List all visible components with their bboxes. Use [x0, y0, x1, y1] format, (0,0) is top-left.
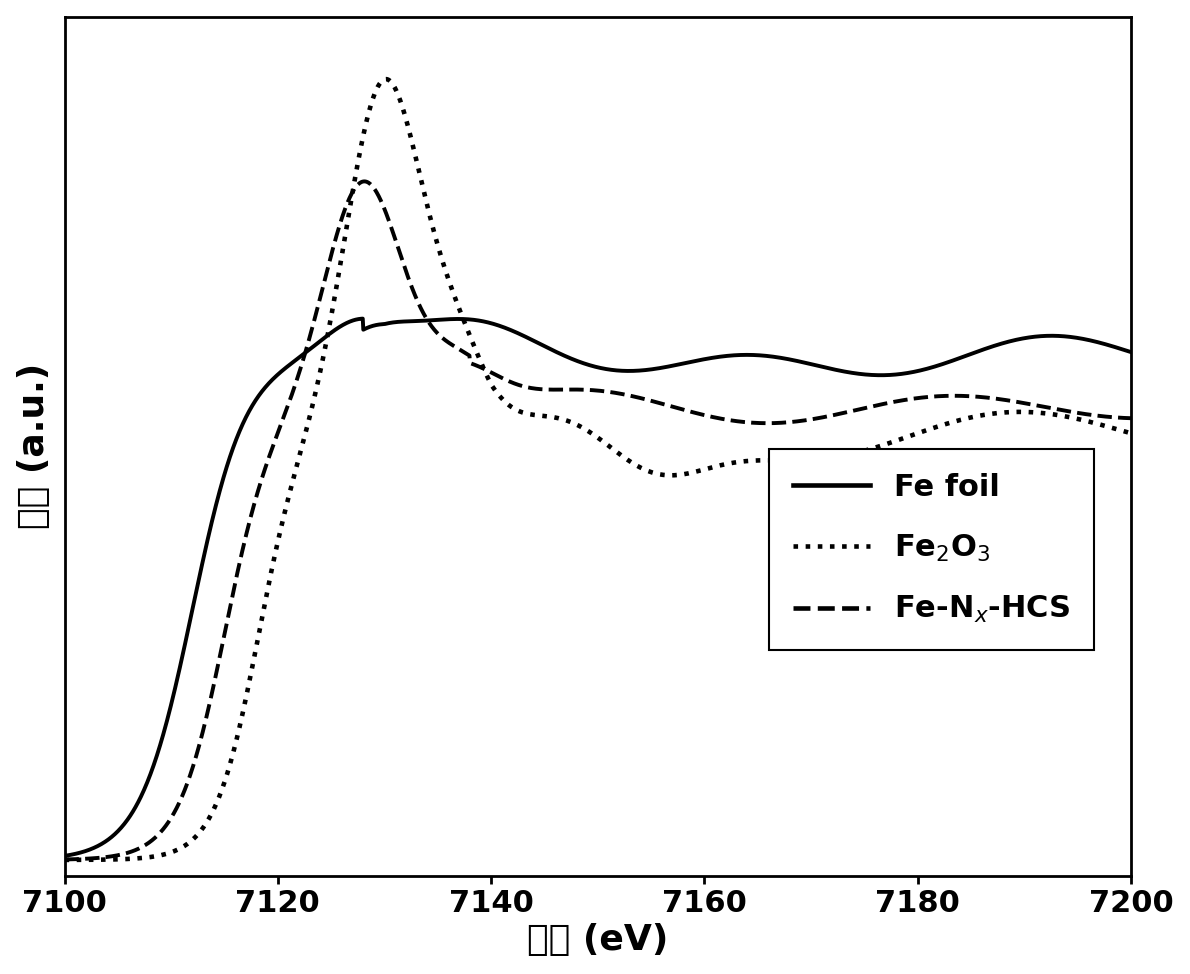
Fe$_2$O$_3$	[57, 854, 71, 866]
Fe-N$_x$-HCS	[897, 394, 912, 406]
Fe foil	[1092, 337, 1107, 349]
Fe-N$_x$-HCS	[357, 175, 371, 187]
Fe$_2$O$_3$	[378, 73, 393, 85]
Fe foil	[1123, 346, 1138, 357]
Fe-N$_x$-HCS	[112, 849, 126, 861]
Fe-N$_x$-HCS	[1094, 410, 1108, 422]
Fe-N$_x$-HCS	[1092, 410, 1107, 422]
Line: Fe$_2$O$_3$: Fe$_2$O$_3$	[64, 79, 1130, 860]
Fe-N$_x$-HCS	[576, 384, 590, 395]
Fe foil	[356, 313, 370, 324]
Fe-N$_x$-HCS	[57, 853, 71, 865]
Fe foil	[897, 367, 912, 379]
Line: Fe-N$_x$-HCS: Fe-N$_x$-HCS	[64, 181, 1130, 859]
Fe$_2$O$_3$	[1094, 419, 1108, 431]
Fe foil	[549, 346, 563, 357]
Fe-N$_x$-HCS	[1123, 412, 1138, 424]
X-axis label: 能量 (eV): 能量 (eV)	[527, 923, 669, 957]
Fe$_2$O$_3$	[576, 423, 590, 434]
Fe$_2$O$_3$	[1123, 428, 1138, 439]
Fe-N$_x$-HCS	[549, 384, 563, 395]
Legend: Fe foil, Fe$_2$O$_3$, Fe-N$_x$-HCS: Fe foil, Fe$_2$O$_3$, Fe-N$_x$-HCS	[769, 449, 1095, 650]
Line: Fe foil: Fe foil	[64, 318, 1130, 856]
Fe$_2$O$_3$	[112, 853, 126, 865]
Fe foil	[1094, 337, 1108, 349]
Fe foil	[112, 824, 126, 836]
Fe foil	[576, 357, 590, 369]
Fe$_2$O$_3$	[1092, 419, 1107, 431]
Fe$_2$O$_3$	[897, 431, 912, 443]
Fe$_2$O$_3$	[549, 412, 563, 424]
Y-axis label: 强度 (a.u.): 强度 (a.u.)	[17, 363, 51, 529]
Fe foil	[57, 850, 71, 862]
